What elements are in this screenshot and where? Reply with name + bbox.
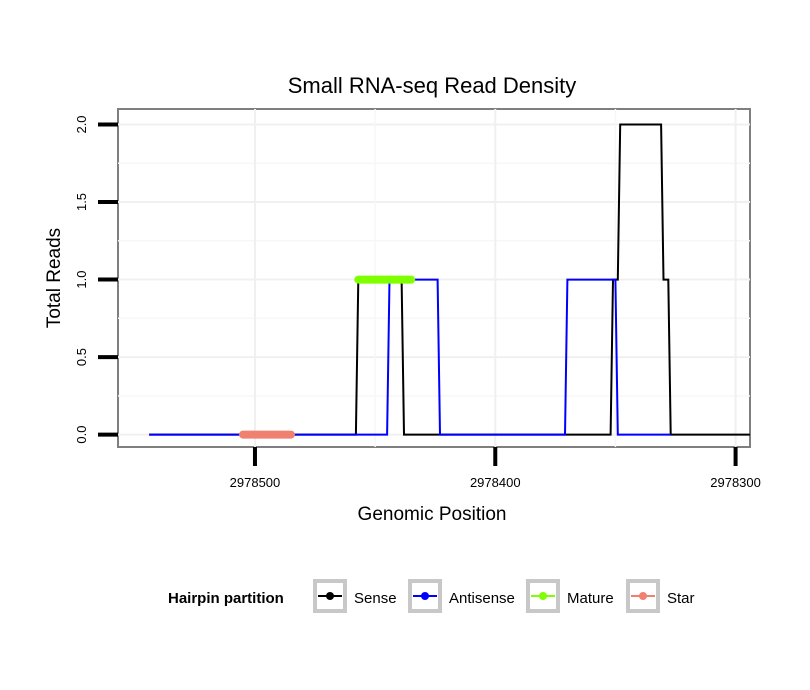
legend-key-dot — [539, 592, 547, 600]
x-tick-label: 2978400 — [470, 475, 521, 490]
series-layer — [149, 123, 750, 439]
x-axis-title: Genomic Position — [358, 504, 507, 525]
legend-items: Sense Antisense Mature Star — [313, 579, 695, 613]
legend-title: Hairpin partition — [168, 590, 284, 607]
x-axis: 2978500 2978400 2978300 — [230, 447, 761, 490]
y-tick-label: 2.0 — [74, 115, 89, 133]
legend-item-antisense: Antisense — [408, 579, 515, 613]
y-tick-label: 0.0 — [74, 426, 89, 444]
legend-label-sense: Sense — [354, 590, 397, 607]
legend-item-star: Star — [626, 579, 695, 613]
y-tick-label: 1.5 — [74, 193, 89, 211]
x-tick-label: 2978300 — [710, 475, 761, 490]
legend-key-dot — [639, 592, 647, 600]
legend-label-antisense: Antisense — [449, 590, 515, 607]
legend-key-dot — [421, 592, 429, 600]
legend-item-sense: Sense — [313, 579, 397, 613]
legend: Hairpin partition Sense Antisense Mature St… — [168, 579, 695, 613]
legend-key-dot — [326, 592, 334, 600]
plot-panel — [117, 108, 751, 448]
legend-label-mature: Mature — [567, 590, 614, 607]
y-axis: 0.0 0.5 1.0 1.5 2.0 — [74, 115, 118, 444]
y-tick-label: 0.5 — [74, 348, 89, 366]
series-antisense-line — [149, 278, 671, 436]
legend-item-mature: Mature — [526, 579, 614, 613]
y-axis-title: Total Reads — [44, 228, 65, 328]
y-tick-label: 1.0 — [74, 271, 89, 289]
chart-title: Small RNA-seq Read Density — [288, 73, 577, 98]
x-tick-label: 2978500 — [230, 475, 281, 490]
legend-label-star: Star — [667, 590, 695, 607]
